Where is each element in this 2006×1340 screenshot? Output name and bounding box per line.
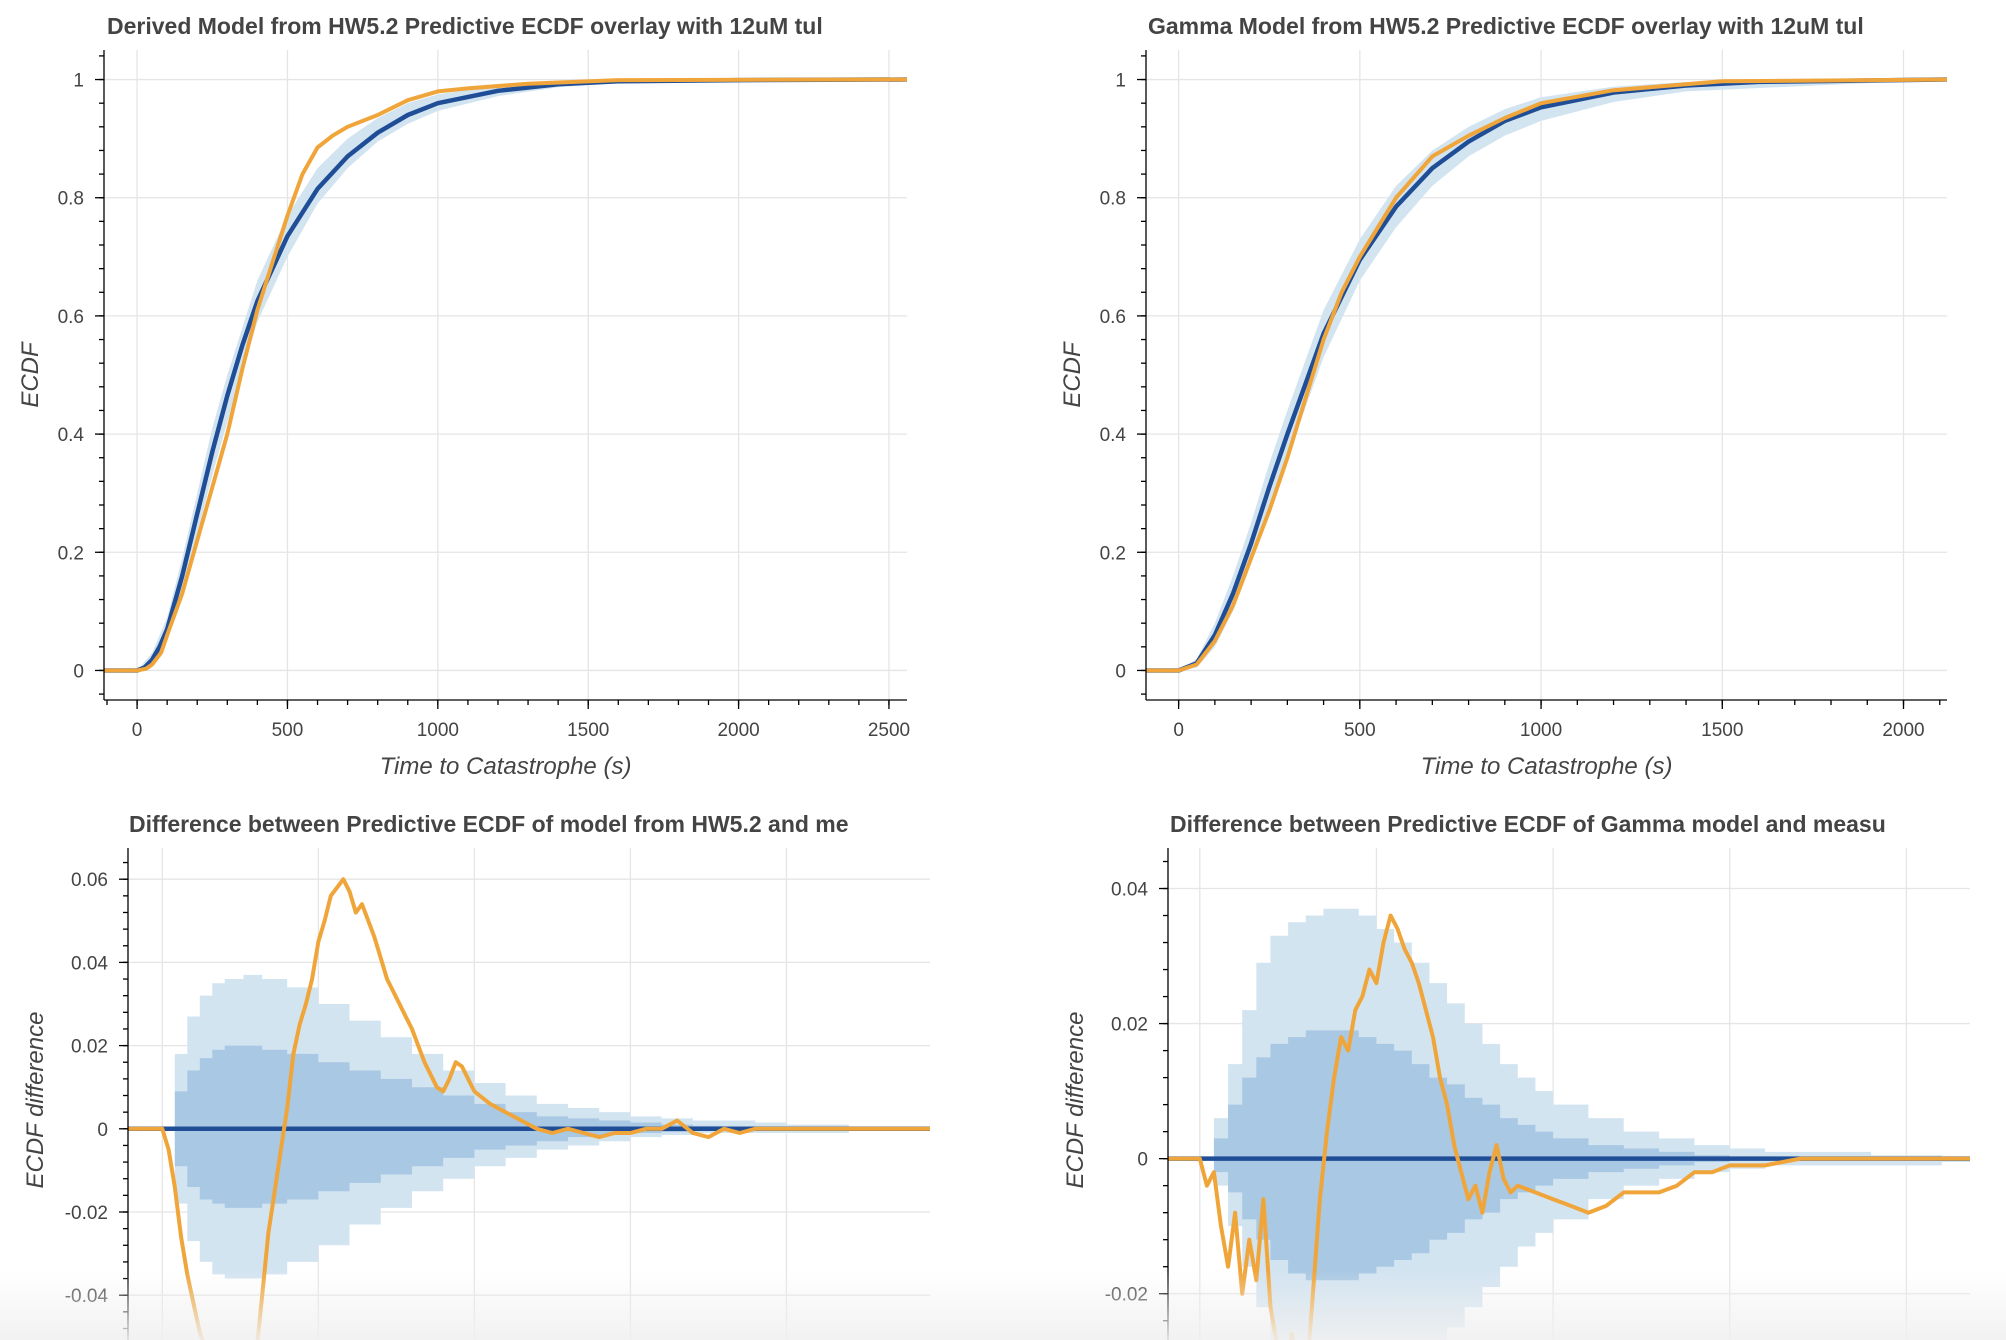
- y-tick-label: 0: [73, 661, 84, 682]
- y-tick-label: 1: [1115, 71, 1126, 92]
- x-tick-label: 2000: [717, 720, 759, 741]
- chart-ecdf-gamma: Gamma Model from HW5.2 Predictive ECDF o…: [1059, 13, 1947, 780]
- measured-ecdf-line: [128, 877, 930, 1340]
- measured-ecdf-line: [1168, 913, 1970, 1340]
- measured-ecdf-line: [104, 77, 907, 673]
- chart-title: Derived Model from HW5.2 Predictive ECDF…: [107, 13, 823, 39]
- credible-band-inner: [1199, 1030, 1766, 1281]
- chart-ecdf-derived: Derived Model from HW5.2 Predictive ECDF…: [17, 13, 910, 780]
- chart-diff-gamma: Difference between Predictive ECDF of Ga…: [1062, 811, 1970, 1340]
- y-tick-label: 0.8: [1100, 189, 1126, 210]
- model-median-line: [104, 77, 907, 673]
- y-axis-label: ECDF: [1059, 341, 1086, 408]
- y-tick-label: 0.6: [1100, 307, 1126, 328]
- x-axis-label: Time to Catastrophe (s): [1421, 753, 1673, 780]
- y-tick-label: 0.6: [58, 307, 84, 328]
- plot-area: [1146, 77, 1947, 673]
- y-tick-label: 0.4: [1100, 425, 1127, 446]
- y-tick-label: 0: [1137, 1150, 1148, 1171]
- y-axis-label: ECDF difference: [22, 1012, 49, 1189]
- y-tick-label: 0.04: [71, 953, 108, 974]
- x-axis-label: Time to Catastrophe (s): [380, 753, 632, 780]
- measured-ecdf-line: [1146, 77, 1947, 673]
- x-tick-label: 2000: [1882, 720, 1924, 741]
- x-tick-label: 1500: [1701, 720, 1743, 741]
- plot-area: [128, 877, 930, 1340]
- y-tick-label: 0: [1115, 661, 1126, 682]
- x-tick-label: 1000: [417, 720, 459, 741]
- plot-area: [1168, 908, 1970, 1340]
- y-axis-label: ECDF difference: [1062, 1012, 1089, 1189]
- y-tick-label: 0: [97, 1120, 108, 1141]
- chart-title: Difference between Predictive ECDF of Ga…: [1170, 811, 1886, 837]
- y-tick-label: 0.2: [58, 543, 84, 564]
- y-tick-label: 0.4: [58, 425, 85, 446]
- x-tick-label: 500: [272, 720, 304, 741]
- y-tick-label: -0.02: [65, 1203, 108, 1224]
- y-tick-label: 0.2: [1100, 543, 1126, 564]
- plot-area: [104, 77, 907, 673]
- y-tick-label: 1: [73, 71, 84, 92]
- model-median-line: [1146, 77, 1947, 673]
- chart-title: Gamma Model from HW5.2 Predictive ECDF o…: [1148, 13, 1864, 39]
- y-tick-label: -0.04: [65, 1286, 109, 1307]
- y-tick-label: 0.02: [71, 1037, 108, 1058]
- chart-diff-derived: Difference between Predictive ECDF of mo…: [22, 811, 930, 1340]
- y-tick-label: 0.06: [71, 870, 108, 891]
- x-tick-label: 2500: [868, 720, 910, 741]
- x-tick-label: 500: [1344, 720, 1376, 741]
- credible-band-outer: [1146, 79, 1947, 671]
- credible-band-outer: [104, 79, 907, 671]
- grid: [1146, 50, 1947, 700]
- y-tick-label: 0.02: [1111, 1015, 1148, 1036]
- grid: [104, 50, 907, 700]
- x-tick-label: 0: [132, 720, 143, 741]
- y-tick-label: 0.04: [1111, 880, 1148, 901]
- x-tick-label: 1500: [567, 720, 609, 741]
- y-tick-label: -0.02: [1105, 1285, 1148, 1306]
- y-tick-label: 0.8: [58, 189, 84, 210]
- x-tick-label: 0: [1173, 720, 1184, 741]
- chart-title: Difference between Predictive ECDF of mo…: [129, 811, 849, 837]
- y-axis-label: ECDF: [17, 341, 44, 408]
- x-tick-label: 1000: [1520, 720, 1562, 741]
